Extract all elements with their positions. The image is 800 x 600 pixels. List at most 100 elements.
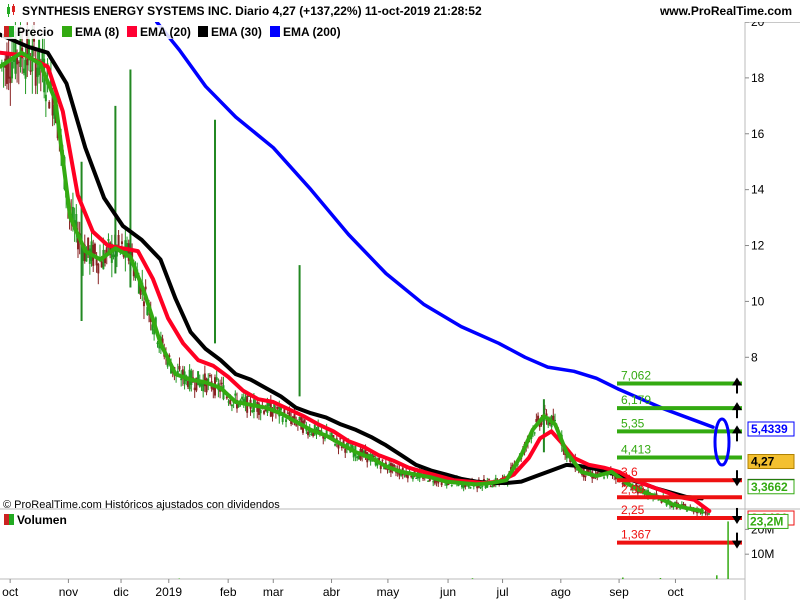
price-bar-body <box>469 486 472 489</box>
y-tick-label: 14 <box>751 183 765 197</box>
price-bar-body <box>36 67 39 77</box>
price-bar-body <box>364 449 367 457</box>
level-label: 2,25 <box>621 503 645 517</box>
site-url[interactable]: www.ProRealTime.com <box>659 4 792 18</box>
price-bar-body <box>361 448 364 457</box>
copyright-note: © ProRealTime.com Históricos ajustados c… <box>3 499 280 511</box>
price-bar-body <box>288 412 291 418</box>
price-bar-body <box>168 355 171 358</box>
price-bar-body <box>386 469 389 471</box>
x-tick-label: dic <box>113 585 128 599</box>
price-bar-body <box>33 38 36 42</box>
price-bar-body <box>310 433 313 435</box>
legend-item-ema30[interactable]: EMA (30) <box>198 25 262 39</box>
price-bar-body <box>432 481 435 483</box>
price-bar-body <box>674 501 677 503</box>
price-bar-body <box>229 399 232 405</box>
price-plot-area[interactable] <box>0 22 745 509</box>
price-bar-body <box>205 378 208 393</box>
price-bar-body <box>197 371 200 386</box>
price-bar-body <box>271 411 274 417</box>
price-bar-body <box>655 493 658 496</box>
price-bar-body <box>161 338 164 344</box>
legend-item-ema20[interactable]: EMA (20) <box>127 25 191 39</box>
price-bar-body <box>279 406 282 411</box>
price-bar-body <box>450 484 453 486</box>
price-bar-body <box>603 477 606 479</box>
price-bar-body <box>144 286 147 290</box>
level-label: 1,367 <box>621 528 651 542</box>
price-bar-body <box>584 475 587 478</box>
price-bar-body <box>251 410 254 413</box>
price-bar-body <box>479 486 482 489</box>
volume-value-box <box>747 513 789 529</box>
price-bar-body <box>344 448 347 453</box>
price-bar-body <box>170 365 173 374</box>
price-bar-body <box>104 254 107 264</box>
price-bar-body <box>491 485 494 488</box>
price-bar-body <box>142 301 145 307</box>
price-bar-body <box>391 463 394 470</box>
price-bar-body <box>347 443 350 445</box>
x-tick-label: jul <box>496 585 509 599</box>
price-bar-body <box>237 402 240 408</box>
arrow-down-icon <box>732 478 742 487</box>
legend-label: Precio <box>17 25 54 39</box>
price-bar-body <box>107 238 110 241</box>
volume-title: Volumen <box>17 513 67 527</box>
date-axis: oct nov dic 2019 feb mar abr may jun jul ago sep oct <box>2 579 684 599</box>
price-bar-body <box>481 485 484 487</box>
price-bar-body <box>193 387 196 391</box>
price-bar-body <box>351 444 354 451</box>
price-chart[interactable]: 7,062 6,179 5,35 4,413 3,6 2,99 2,25 1,367 8 10 1… <box>0 22 800 600</box>
price-bar-body <box>538 422 541 428</box>
price-bar-body <box>117 234 120 247</box>
price-bar-body <box>547 420 550 426</box>
price-bar-body <box>48 101 51 109</box>
y-tick-label: 18 <box>751 71 765 85</box>
series-line-ema30 <box>0 32 704 501</box>
price-bar-body <box>26 32 29 66</box>
price-bar-body <box>575 469 578 471</box>
x-tick-label: abr <box>323 585 340 599</box>
legend-item-ema8[interactable]: EMA (8) <box>62 25 119 39</box>
legend-label: EMA (200) <box>283 25 341 39</box>
price-bar-body <box>325 430 328 436</box>
x-tick-label: sep <box>609 585 629 599</box>
price-bar-body <box>330 432 333 437</box>
price-bar-body <box>484 483 487 489</box>
price-bar-body <box>362 450 365 455</box>
legend-item-ema200[interactable]: EMA (200) <box>270 25 341 39</box>
series-line-ema8 <box>0 50 704 513</box>
price-bar-body <box>220 382 223 385</box>
price-bar-body <box>379 464 382 470</box>
price-bar-body <box>93 243 96 255</box>
price-bar-body <box>90 241 93 261</box>
price-bar-body <box>307 431 310 436</box>
price-bar-body <box>203 373 206 387</box>
price-bar-body <box>641 488 644 492</box>
legend-item-price[interactable]: Precio <box>4 25 54 39</box>
legend-label: EMA (30) <box>211 25 262 39</box>
x-tick-label: 2019 <box>155 585 182 599</box>
price-bar-body <box>88 248 91 264</box>
y-tick-label: 12 <box>751 239 765 253</box>
price-bar-body <box>337 443 340 449</box>
price-bar-body <box>242 399 245 403</box>
x-tick-label: jun <box>439 585 456 599</box>
price-bar-body <box>207 378 210 384</box>
y-tick-label: 8 <box>751 350 758 364</box>
series-line-ema20 <box>0 50 712 513</box>
price-box-label: 4,27 <box>751 455 775 469</box>
price-bar-body <box>342 440 345 444</box>
price-box-label: 3,3662 <box>751 480 788 494</box>
price-bar-body <box>75 214 78 230</box>
price-bar-body <box>53 104 56 119</box>
price-bar-body <box>263 410 266 414</box>
volume-swatch-split <box>4 514 9 525</box>
price-box <box>747 421 795 437</box>
price-bar-body <box>318 430 321 432</box>
price-bar-body <box>11 61 14 79</box>
price-bar-body <box>665 503 668 506</box>
